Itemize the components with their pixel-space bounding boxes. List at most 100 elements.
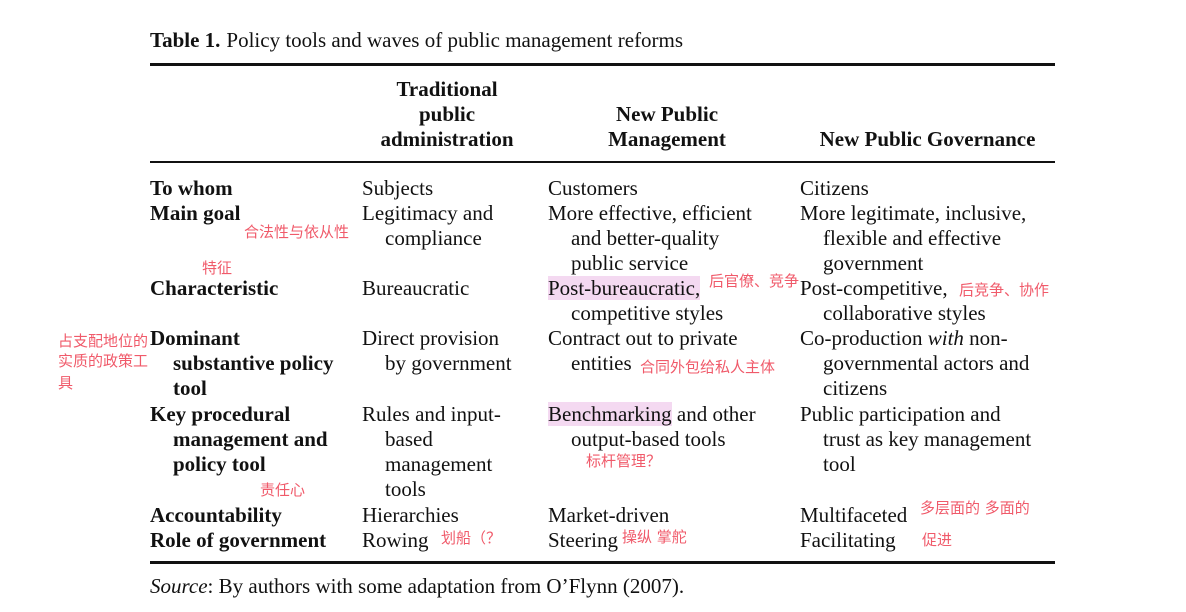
cell-npg-to-whom: Citizens (800, 176, 869, 201)
caption-label: Table 1. (150, 28, 221, 52)
cell-traditional-characteristic: Bureaucratic (362, 276, 469, 301)
cell-traditional-procedural-tool: Rules and input- based management tools (362, 402, 501, 502)
cell-traditional-accountability: Hierarchies (362, 503, 459, 528)
row-label-line: Main goal (150, 201, 241, 225)
cell-line: Multifaceted (800, 503, 908, 527)
highlighted-text: Benchmarking (548, 402, 672, 426)
cell-line: Rowing (362, 528, 429, 552)
cell-npg-role: Facilitating (800, 528, 896, 553)
cell-text: and other (671, 402, 756, 426)
column-header-npg: New Public Governance (800, 127, 1055, 152)
annotation-multifaceted: 多层面的 多面的 (920, 499, 1030, 517)
cell-line: Citizens (800, 176, 869, 200)
cell-npm-dominant-tool: Contract out to private entities (548, 326, 738, 376)
column-header-line: New Public (615, 102, 719, 126)
cell-line: government (823, 251, 924, 275)
cell-traditional-dominant-tool: Direct provision by government (362, 326, 512, 376)
row-label-line: tool (173, 376, 207, 400)
cell-line: entities (571, 351, 632, 375)
header-rule (150, 161, 1055, 163)
cell-line: trust as key management (823, 427, 1032, 451)
row-label-accountability: Accountability (150, 503, 282, 528)
cell-npm-accountability: Market-driven (548, 503, 669, 528)
row-label-line: Key procedural (150, 402, 291, 426)
column-header-npm: New Public Management (582, 102, 752, 152)
cell-line: governmental actors and (823, 351, 1030, 375)
row-label-role: Role of government (150, 528, 326, 553)
cell-npg-dominant-tool: Co-production with non- governmental act… (800, 326, 1029, 401)
cell-line: tool (823, 452, 856, 476)
column-header-line: New Public Governance (819, 127, 1036, 151)
column-header-line: Traditional (396, 77, 498, 101)
bottom-rule (150, 561, 1055, 564)
annotation-facilitating: 促进 (922, 531, 953, 549)
cell-npg-main-goal: More legitimate, inclusive, flexible and… (800, 201, 1026, 276)
row-label-line: policy tool (173, 452, 266, 476)
cell-npg-accountability: Multifaceted (800, 503, 907, 528)
annotation-post-competitive: 后竞争、协作 (959, 281, 1050, 299)
cell-npm-role: Steering (548, 528, 618, 553)
row-label-dominant-tool: Dominant substantive policy tool (150, 326, 333, 401)
cell-npg-procedural-tool: Public participation and trust as key ma… (800, 402, 1031, 477)
cell-line: Post-competitive, (800, 276, 948, 300)
annotation-characteristic: 特征 (202, 259, 233, 277)
row-label-line: Dominant (150, 326, 240, 350)
cell-line: Subjects (362, 176, 434, 200)
top-rule (150, 63, 1055, 66)
cell-line: Facilitating (800, 528, 896, 552)
row-label-procedural-tool: Key procedural management and policy too… (150, 402, 328, 477)
row-label-line: substantive policy (173, 351, 334, 375)
column-header-line: public (418, 102, 476, 126)
cell-line: tools (385, 477, 426, 501)
cell-line: by government (385, 351, 512, 375)
cell-npg-characteristic: Post-competitive, collaborative styles (800, 276, 986, 326)
annotation-steering: 操纵 掌舵 (622, 528, 687, 546)
cell-line: based (385, 427, 433, 451)
cell-line: management (385, 452, 493, 476)
cell-line: Market-driven (548, 503, 670, 527)
caption-text: Policy tools and waves of public managem… (226, 28, 684, 52)
annotation-dominant-line1: 占支配地位的 (58, 332, 149, 350)
cell-line: Rules and input- (362, 402, 501, 426)
cell-npm-to-whom: Customers (548, 176, 638, 201)
annotation-main-goal: 合法性与依从性 (244, 223, 350, 241)
cell-line: Legitimacy and (362, 201, 494, 225)
cell-line: Contract out to private (548, 326, 738, 350)
cell-text: non- (963, 326, 1008, 350)
source-text: : By authors with some adaptation from O… (207, 574, 685, 598)
annotation-benchmarking: 标杆管理？ (586, 452, 662, 470)
cell-line: More legitimate, inclusive, (800, 201, 1027, 225)
row-label-line: Accountability (150, 503, 282, 527)
row-label-main-goal: Main goal (150, 201, 240, 226)
annotation-contract-out: 合同外包给私人主体 (640, 358, 776, 376)
cell-line: citizens (823, 376, 888, 400)
column-header-traditional: Traditional public administration (362, 77, 532, 152)
cell-line: Customers (548, 176, 638, 200)
cell-line: public service (571, 251, 689, 275)
table-caption: Table 1. Policy tools and waves of public… (150, 28, 683, 53)
column-header-line: administration (380, 127, 514, 151)
cell-text: Co-production (800, 326, 928, 350)
cell-line: Public participation and (800, 402, 1001, 426)
cell-traditional-main-goal: Legitimacy and compliance (362, 201, 493, 251)
cell-line: collaborative styles (823, 301, 986, 325)
table-source: Source: By authors with some adaptation … (150, 574, 684, 599)
cell-line: Bureaucratic (362, 276, 470, 300)
row-label-line: Characteristic (150, 276, 279, 300)
highlighted-text: Post-bureaucratic, (548, 276, 701, 300)
cell-line: Direct provision (362, 326, 500, 350)
cell-npm-procedural-tool: Benchmarking and other output-based tool… (548, 402, 756, 452)
source-label: Source (150, 574, 208, 598)
column-header-line: Management (608, 127, 726, 151)
cell-npm-main-goal: More effective, efficient and better-qua… (548, 201, 752, 276)
row-label-characteristic: Characteristic (150, 276, 278, 301)
italic-text: with (927, 326, 964, 350)
cell-traditional-to-whom: Subjects (362, 176, 433, 201)
cell-npm-characteristic: Post-bureaucratic, competitive styles (548, 276, 723, 326)
cell-line: output-based tools (571, 427, 726, 451)
row-label-line: To whom (150, 176, 233, 200)
annotation-post-bureaucratic: 后官僚、竞争 (709, 272, 800, 290)
annotation-accountability: 责任心 (260, 481, 306, 499)
cell-line: Steering (548, 528, 618, 552)
cell-line: More effective, efficient (548, 201, 752, 225)
